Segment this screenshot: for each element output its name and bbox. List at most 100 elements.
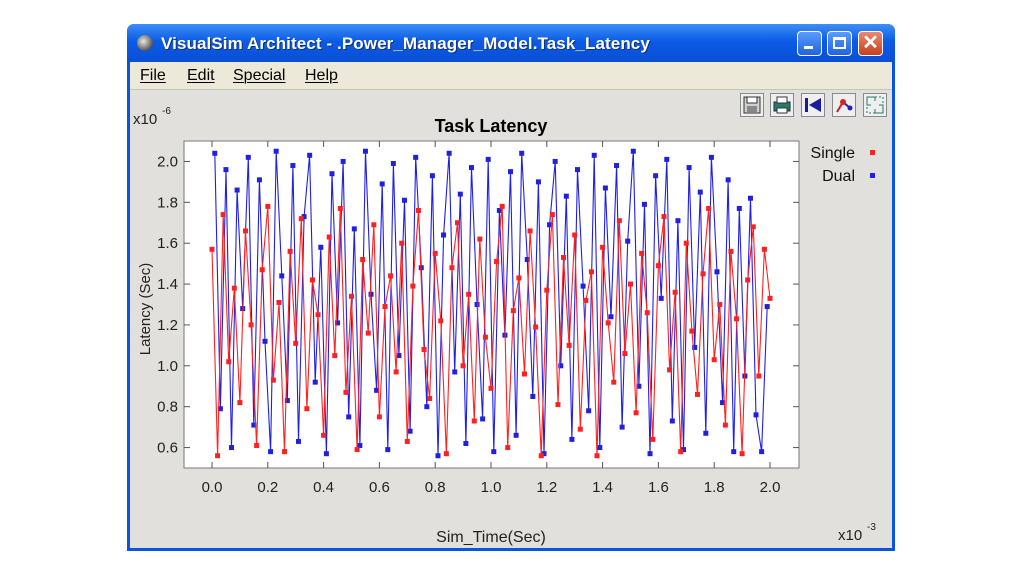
data-point-dual — [664, 156, 670, 162]
data-point-single — [315, 312, 321, 318]
save-button[interactable] — [740, 93, 764, 117]
data-point-dual — [703, 430, 709, 436]
data-point-dual — [630, 148, 636, 154]
menu-help[interactable]: Help — [305, 67, 338, 84]
data-point-single — [438, 318, 444, 324]
title-bar[interactable]: VisualSim Architect - .Power_Manager_Mod… — [127, 24, 895, 62]
x-tick-label: 1.4 — [592, 479, 613, 496]
y-exponent-label: x10 -6 — [133, 106, 171, 128]
data-point-dual — [362, 148, 368, 154]
data-point-single — [566, 342, 572, 348]
data-point-single — [393, 369, 399, 375]
format-button[interactable] — [832, 93, 856, 117]
y-exponent-power: -6 — [162, 106, 171, 117]
fill-button[interactable] — [863, 93, 887, 117]
data-point-single — [360, 257, 366, 263]
data-point-single — [538, 453, 544, 459]
x-tick-label: 0.2 — [257, 479, 278, 496]
data-point-single — [628, 281, 633, 287]
data-point-dual — [602, 185, 608, 191]
data-point-single — [265, 203, 271, 209]
y-axis-label: Latency (Sec) — [137, 263, 154, 356]
data-point-single — [600, 244, 606, 250]
data-point-single — [745, 277, 751, 283]
menu-file[interactable]: File — [140, 67, 166, 84]
data-point-single — [304, 406, 310, 412]
data-point-dual — [413, 154, 419, 160]
reset-axes-button[interactable] — [801, 93, 825, 117]
data-point-dual — [368, 291, 374, 297]
data-point-single — [711, 357, 717, 363]
data-point-dual — [653, 173, 659, 179]
data-point-single — [533, 324, 539, 330]
data-point-single — [734, 316, 740, 322]
data-point-dual — [524, 257, 530, 263]
data-point-single — [605, 320, 611, 326]
minimize-button[interactable] — [797, 31, 822, 56]
data-point-single — [527, 228, 533, 234]
data-point-dual — [402, 197, 408, 203]
x-exponent-power: -3 — [867, 522, 876, 533]
data-point-dual — [474, 302, 480, 307]
data-point-dual — [468, 165, 474, 171]
data-point-dual — [759, 449, 765, 455]
data-point-dual — [686, 165, 692, 171]
data-point-dual — [346, 414, 352, 420]
data-point-dual — [290, 163, 296, 169]
x-tick-label: 0.8 — [425, 479, 446, 496]
legend: Single Dual — [811, 145, 875, 185]
x-exponent-label: x10 -3 — [838, 522, 876, 544]
data-point-single — [717, 302, 723, 307]
data-point-single — [750, 224, 756, 230]
data-point-dual — [658, 295, 664, 301]
x-tick-label: 1.8 — [704, 479, 725, 496]
maximize-button[interactable] — [827, 31, 852, 56]
data-point-dual — [669, 418, 675, 424]
data-point-single — [577, 426, 583, 432]
data-point-single — [343, 389, 349, 395]
data-point-single — [460, 363, 466, 369]
print-button[interactable] — [770, 93, 794, 117]
data-point-dual — [385, 447, 391, 453]
data-point-single — [767, 295, 773, 301]
data-point-single — [421, 346, 427, 352]
data-point-single — [237, 400, 243, 406]
data-point-dual — [508, 169, 514, 175]
menu-special[interactable]: Special — [233, 67, 286, 84]
data-point-dual — [681, 447, 687, 453]
data-point-single — [739, 451, 745, 457]
data-point-single — [282, 449, 288, 455]
close-button[interactable]: ✕ — [858, 31, 883, 56]
data-point-single — [561, 254, 567, 260]
data-point-single — [622, 351, 628, 357]
data-point-dual — [407, 428, 413, 434]
data-point-single — [365, 330, 371, 336]
data-point-single — [287, 248, 293, 254]
series-line-dual — [214, 151, 768, 456]
data-point-dual — [435, 453, 441, 459]
data-point-single — [298, 216, 304, 222]
data-point-dual — [307, 152, 313, 158]
data-point-dual — [329, 171, 335, 177]
data-point-dual — [463, 440, 469, 446]
maximize-icon — [833, 37, 846, 49]
fill-icon — [866, 96, 884, 114]
x-tick-label: 1.2 — [536, 479, 557, 496]
data-point-dual — [753, 412, 759, 418]
menu-bar: File Edit Special Help — [130, 62, 892, 90]
data-point-single — [404, 438, 410, 444]
data-point-single — [555, 402, 561, 408]
data-point-single — [499, 203, 505, 209]
data-point-dual — [569, 436, 575, 442]
menu-edit[interactable]: Edit — [187, 67, 215, 84]
legend-marker-single — [870, 150, 875, 155]
data-point-dual — [692, 344, 698, 350]
data-point-single — [477, 236, 483, 242]
data-point-single — [482, 334, 488, 340]
data-point-dual — [357, 443, 363, 449]
data-point-dual — [636, 383, 642, 389]
y-tick-label: 1.8 — [157, 194, 178, 211]
data-point-single — [678, 449, 684, 455]
x-axis-label: Sim_Time(Sec) — [436, 529, 546, 546]
data-point-dual — [452, 369, 458, 375]
